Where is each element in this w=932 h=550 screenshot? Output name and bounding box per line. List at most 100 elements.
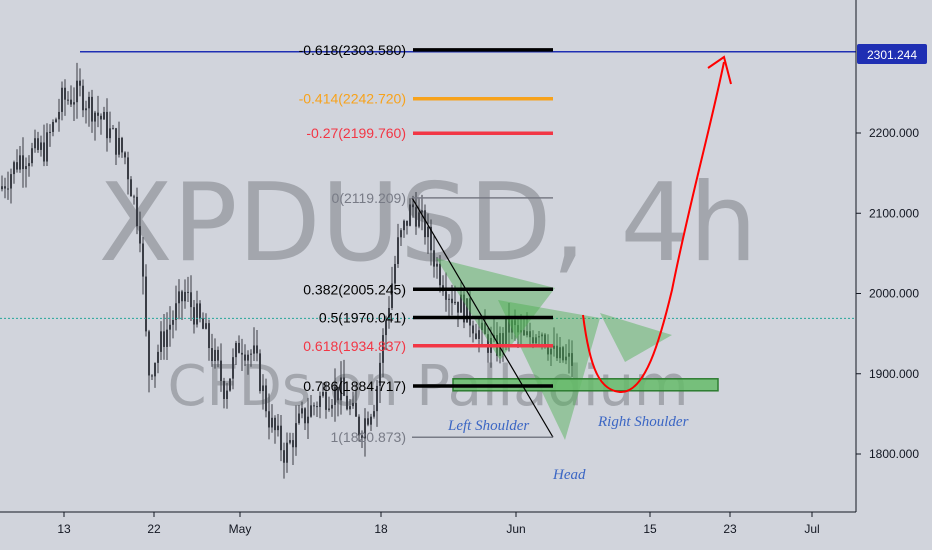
candle-body (40, 142, 42, 150)
candle-body (397, 237, 399, 264)
candle-body (235, 342, 237, 358)
candle-body (316, 406, 318, 408)
time-axis[interactable]: 13 22 May 18 Jun 15 23 Jul (57, 512, 820, 536)
candle-body (361, 435, 363, 439)
candle-body (172, 320, 174, 325)
candle-body (271, 417, 273, 428)
candle-body (283, 450, 285, 463)
candle-body (55, 119, 57, 122)
candle-body (31, 148, 33, 164)
fib-level-label: -0.414(2242.720) (299, 91, 406, 107)
time-tick-label: 22 (147, 522, 161, 536)
candle-body (295, 423, 297, 448)
candle-body (523, 330, 525, 336)
candle-body (196, 303, 198, 325)
price-tick-label: 2000.000 (869, 287, 919, 301)
candle-body (553, 345, 555, 349)
candle-body (247, 354, 249, 361)
candle-body (211, 348, 213, 362)
candle-body (298, 413, 300, 424)
candle-body (49, 131, 51, 133)
candle-body (262, 385, 264, 392)
candle-body (379, 362, 381, 386)
candle-body (334, 386, 336, 405)
candle-body (217, 349, 219, 361)
candle-body (58, 111, 60, 120)
candle-body (151, 375, 153, 377)
price-axis[interactable]: 2200.000 2100.000 2000.000 1900.000 1800.000 (856, 126, 919, 461)
candle-body (409, 204, 411, 226)
candle-body (94, 112, 96, 122)
candle-body (343, 377, 345, 396)
fib-level-label: 0.382(2005.245) (303, 281, 406, 297)
candle-body (124, 152, 126, 158)
candle-body (340, 377, 342, 401)
candle-body (43, 142, 45, 162)
candle-body (412, 204, 414, 208)
candle-body (19, 155, 21, 170)
candle-body (190, 292, 192, 308)
candle-body (223, 380, 225, 399)
projection-curve (582, 61, 725, 394)
candle-body (469, 298, 471, 326)
candle-body (241, 352, 243, 355)
left-shoulder-triangle (436, 258, 555, 360)
candle-body (307, 416, 309, 424)
candle-body (229, 378, 231, 391)
candle-body (160, 331, 162, 352)
price-tick-label: 1900.000 (869, 367, 919, 381)
candle-body (502, 333, 504, 345)
candle-body (148, 331, 150, 376)
candle-body (169, 324, 171, 330)
candle-body (541, 334, 543, 337)
candle-body (145, 276, 147, 332)
candle-body (487, 334, 489, 353)
candle-body (70, 99, 72, 105)
candle-body (193, 307, 195, 325)
candle-body (292, 440, 294, 448)
candle-body (112, 128, 114, 130)
candle-body (301, 408, 303, 414)
candle-body (544, 334, 546, 346)
candle-body (517, 325, 519, 333)
candle-body (16, 162, 18, 170)
candle-body (226, 390, 228, 399)
candle-body (550, 348, 552, 355)
candle-body (199, 303, 201, 319)
candle-body (133, 196, 135, 198)
candle-body (367, 418, 369, 425)
candle-body (328, 408, 330, 410)
current-price-badge (857, 44, 927, 64)
candle-body (427, 226, 429, 238)
candle-body (97, 112, 99, 116)
candle-body (439, 263, 441, 286)
candle-body (565, 356, 567, 361)
candle-body (508, 319, 510, 333)
candle-body (259, 353, 261, 392)
candle-body (274, 417, 276, 431)
candle-body (448, 298, 450, 300)
fib-level-label: -0.618(2303.580) (299, 42, 406, 58)
right-shoulder-triangle (600, 313, 672, 362)
candle-body (13, 162, 15, 175)
candle-body (184, 291, 186, 302)
candle-body (166, 329, 168, 347)
candle-body (454, 301, 456, 304)
candle-body (118, 137, 120, 155)
candle-body (136, 196, 138, 227)
candle-body (79, 80, 81, 86)
candle-body (559, 347, 561, 359)
fib-level-label: 1(1820.873) (330, 429, 406, 445)
candle-body (526, 331, 528, 336)
candle-body (463, 294, 465, 323)
candle-body (103, 111, 105, 120)
candle-body (202, 318, 204, 329)
candle-body (304, 408, 306, 424)
candle-body (127, 157, 129, 180)
candle-body (535, 337, 537, 344)
candle-body (481, 322, 483, 331)
candle-body (286, 442, 288, 463)
candle-body (466, 298, 468, 323)
